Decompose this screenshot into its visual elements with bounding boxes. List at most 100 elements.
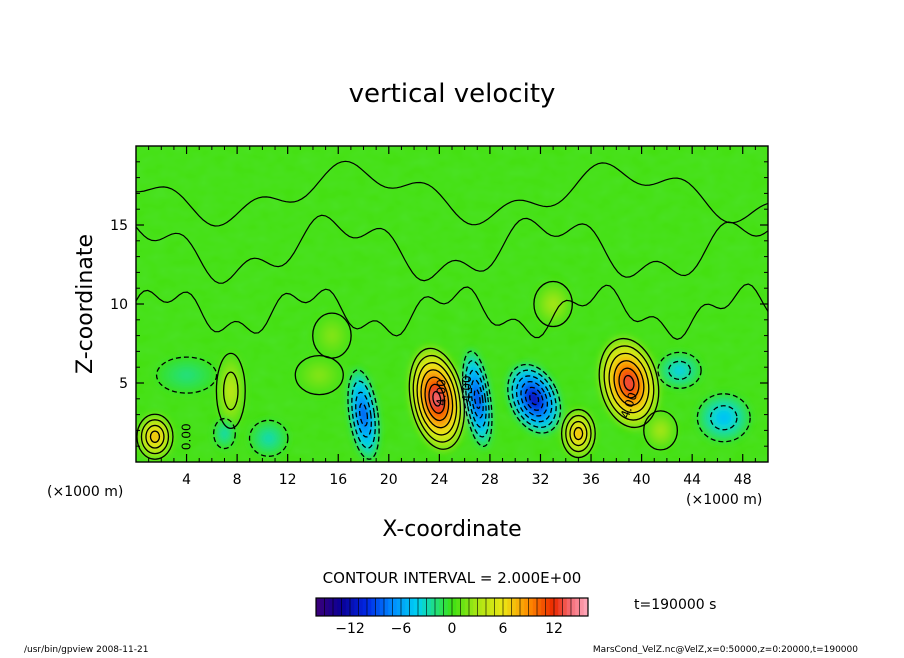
plot-area: 0.004.00 -4.00 4.00 bbox=[136, 146, 768, 462]
colorbar-swatch bbox=[439, 598, 444, 616]
colorbar-swatch bbox=[409, 598, 415, 616]
colorbar-swatch bbox=[384, 598, 389, 616]
feature-4-contour-1 bbox=[222, 371, 239, 411]
colorbar-swatch bbox=[345, 598, 351, 616]
colorbar-swatch bbox=[435, 598, 440, 616]
x-tick-label: 36 bbox=[582, 472, 600, 488]
feature-2-fill-6 bbox=[575, 429, 581, 438]
contour-label: 0.00 bbox=[179, 423, 193, 450]
feature-7-fill-6 bbox=[530, 393, 539, 404]
contour-label: 4.00 bbox=[435, 379, 449, 406]
colorbar-swatch bbox=[562, 598, 568, 616]
feature-14-fill-6 bbox=[658, 427, 664, 434]
colorbar-swatch bbox=[375, 598, 381, 616]
feature-5-contour-0 bbox=[347, 369, 380, 460]
x-tick-label: 8 bbox=[233, 472, 242, 488]
feature-8-contour-1 bbox=[709, 405, 738, 431]
feature-6-contour-0 bbox=[461, 350, 493, 448]
feature-0-contour-0 bbox=[408, 347, 465, 450]
feature-12-contour-0 bbox=[155, 356, 218, 394]
colorbar-swatch bbox=[333, 598, 338, 616]
colorbar-swatch bbox=[537, 598, 542, 616]
colorbar-swatch bbox=[350, 598, 355, 616]
colorbar-swatch bbox=[473, 598, 478, 616]
x-tick-label: 12 bbox=[279, 472, 297, 488]
x-tick-label: 4 bbox=[182, 472, 191, 488]
feature-8-contour-0 bbox=[696, 393, 751, 443]
feature-6-contour-3 bbox=[470, 379, 484, 419]
feature-1-contour-0 bbox=[598, 337, 660, 429]
feature-2-contour-2 bbox=[569, 420, 588, 447]
feature-3-contour-0 bbox=[136, 413, 174, 460]
colorbar-swatch bbox=[532, 598, 538, 616]
zero-contour-3 bbox=[136, 160, 768, 227]
feature-7-contour-2 bbox=[515, 375, 553, 423]
colorbar-swatch bbox=[388, 598, 393, 616]
colorbar-swatch bbox=[324, 598, 330, 616]
colorbar-swatch bbox=[358, 598, 364, 616]
colorbar-swatch bbox=[549, 598, 555, 616]
y-axis-ticks: 5 10 15 bbox=[110, 161, 768, 447]
colorbar-swatch bbox=[341, 598, 347, 616]
colorbar-swatch bbox=[524, 598, 529, 616]
colorbar-swatch bbox=[528, 598, 534, 616]
footer-left: /usr/bin/gpview 2008-11-21 bbox=[24, 645, 148, 654]
feature-2-contour-3 bbox=[573, 426, 584, 441]
footer-right: MarsCond_VelZ.nc@VelZ,x=0:50000,z=0:2000… bbox=[593, 645, 858, 654]
colorbar-swatch bbox=[401, 598, 406, 616]
feature-0-contour-5 bbox=[428, 383, 446, 414]
colorbar-swatch bbox=[579, 598, 585, 616]
zero-contour-1 bbox=[136, 283, 768, 340]
zero-contour-2 bbox=[136, 214, 768, 284]
y-axis-label: Z-coordinate bbox=[73, 234, 98, 374]
x-tick-label: 16 bbox=[329, 472, 347, 488]
feature-1-fill-6 bbox=[624, 376, 634, 390]
colorbar-frame bbox=[315, 597, 589, 617]
feature-6-fill-6 bbox=[475, 391, 480, 406]
colorbar-swatch bbox=[520, 598, 525, 616]
feature-5-contour-1 bbox=[351, 380, 376, 449]
colorbar-swatch bbox=[469, 598, 474, 616]
colorbar-swatch bbox=[316, 598, 321, 616]
colorbar-swatch bbox=[460, 598, 466, 616]
contour-lines bbox=[136, 160, 768, 460]
colorbar-swatch bbox=[515, 598, 521, 616]
feature-7-contour-1 bbox=[511, 369, 557, 429]
feature-3-contour-1 bbox=[140, 419, 170, 455]
feature-15-contour-0 bbox=[533, 280, 573, 328]
feature-1-contour-5 bbox=[623, 374, 635, 392]
colorbar-tick-label: −6 bbox=[391, 621, 412, 637]
x-tick-label: 20 bbox=[380, 472, 398, 488]
time-label: t=190000 s bbox=[634, 597, 716, 613]
colorbar-swatch bbox=[481, 598, 487, 616]
x-tick-label: 32 bbox=[532, 472, 550, 488]
feature-13-fill-6 bbox=[315, 372, 323, 378]
colorbar-swatch bbox=[498, 598, 504, 616]
colorbar-tick-label: 6 bbox=[499, 621, 508, 637]
x-tick-label: 48 bbox=[734, 472, 752, 488]
feature-2-contour-0 bbox=[560, 408, 596, 459]
colorbar-swatch bbox=[477, 598, 483, 616]
colorbar-swatch bbox=[503, 598, 508, 616]
colorbar-swatch bbox=[379, 598, 385, 616]
colorbar-swatch bbox=[418, 598, 423, 616]
colorbar-swatch bbox=[456, 598, 461, 616]
feature-13-contour-0 bbox=[294, 354, 344, 396]
colorbar-swatch bbox=[328, 598, 334, 616]
x-axis-ticks: 4 8 12 16 20 24 28 32 36 40 44 48 bbox=[148, 146, 769, 488]
colorbar-swatch bbox=[426, 598, 432, 616]
colorbar-swatch bbox=[575, 598, 580, 616]
feature-3-contour-3 bbox=[149, 430, 161, 443]
colorbar-swatch bbox=[494, 598, 500, 616]
colorbar-swatch bbox=[447, 598, 453, 616]
x-tick-label: 24 bbox=[430, 472, 448, 488]
feature-1-contour-1 bbox=[603, 345, 655, 421]
colorbar-swatch bbox=[443, 598, 449, 616]
feature-6-contour-2 bbox=[467, 369, 487, 428]
x-axis-label: X-coordinate bbox=[382, 517, 521, 542]
feature-7-contour-0 bbox=[507, 363, 562, 434]
colorbar-swatch bbox=[554, 598, 559, 616]
x-unit-right: (×1000 m) bbox=[686, 492, 762, 508]
feature-1-contour-2 bbox=[608, 352, 650, 414]
